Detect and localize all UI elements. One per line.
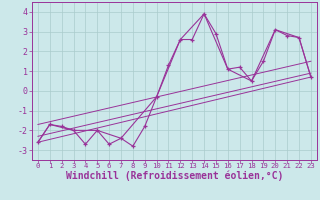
X-axis label: Windchill (Refroidissement éolien,°C): Windchill (Refroidissement éolien,°C) bbox=[66, 171, 283, 181]
